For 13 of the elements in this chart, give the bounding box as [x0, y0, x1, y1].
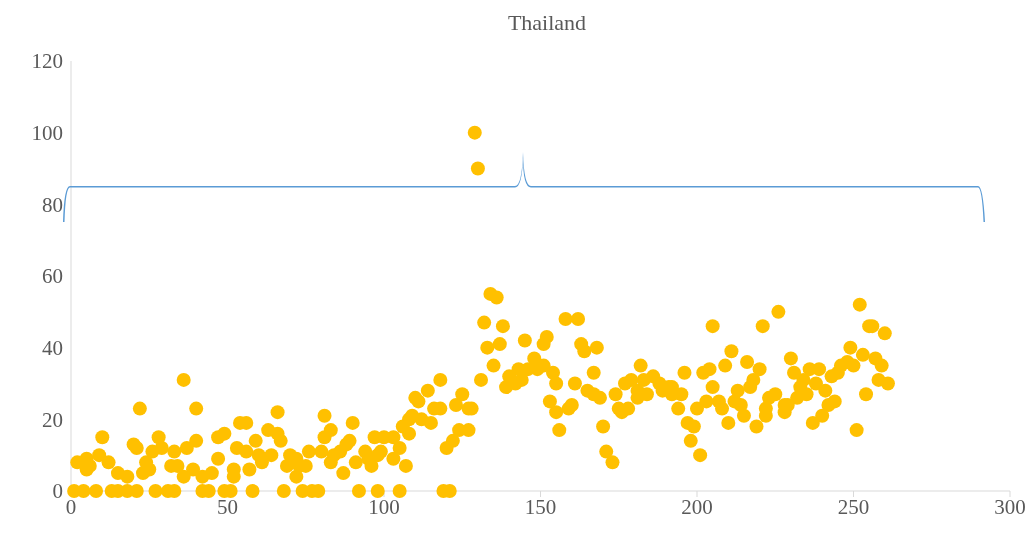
x-tick-label: 50 — [217, 494, 238, 519]
y-tick-label: 20 — [42, 407, 63, 432]
x-tick-label: 250 — [837, 494, 870, 519]
y-tick-label: 40 — [42, 336, 63, 361]
y-tick-label: 60 — [42, 264, 63, 289]
y-tick-label: 100 — [31, 121, 63, 146]
chart-title: Thailand — [506, 10, 588, 36]
x-tick-label: 100 — [368, 494, 400, 519]
x-tick-label: 150 — [524, 494, 557, 519]
y-tick-label: 80 — [42, 192, 63, 217]
x-tick-label: 300 — [994, 494, 1026, 519]
x-tick-label: 200 — [681, 494, 713, 519]
y-tick-label: 120 — [31, 49, 63, 74]
